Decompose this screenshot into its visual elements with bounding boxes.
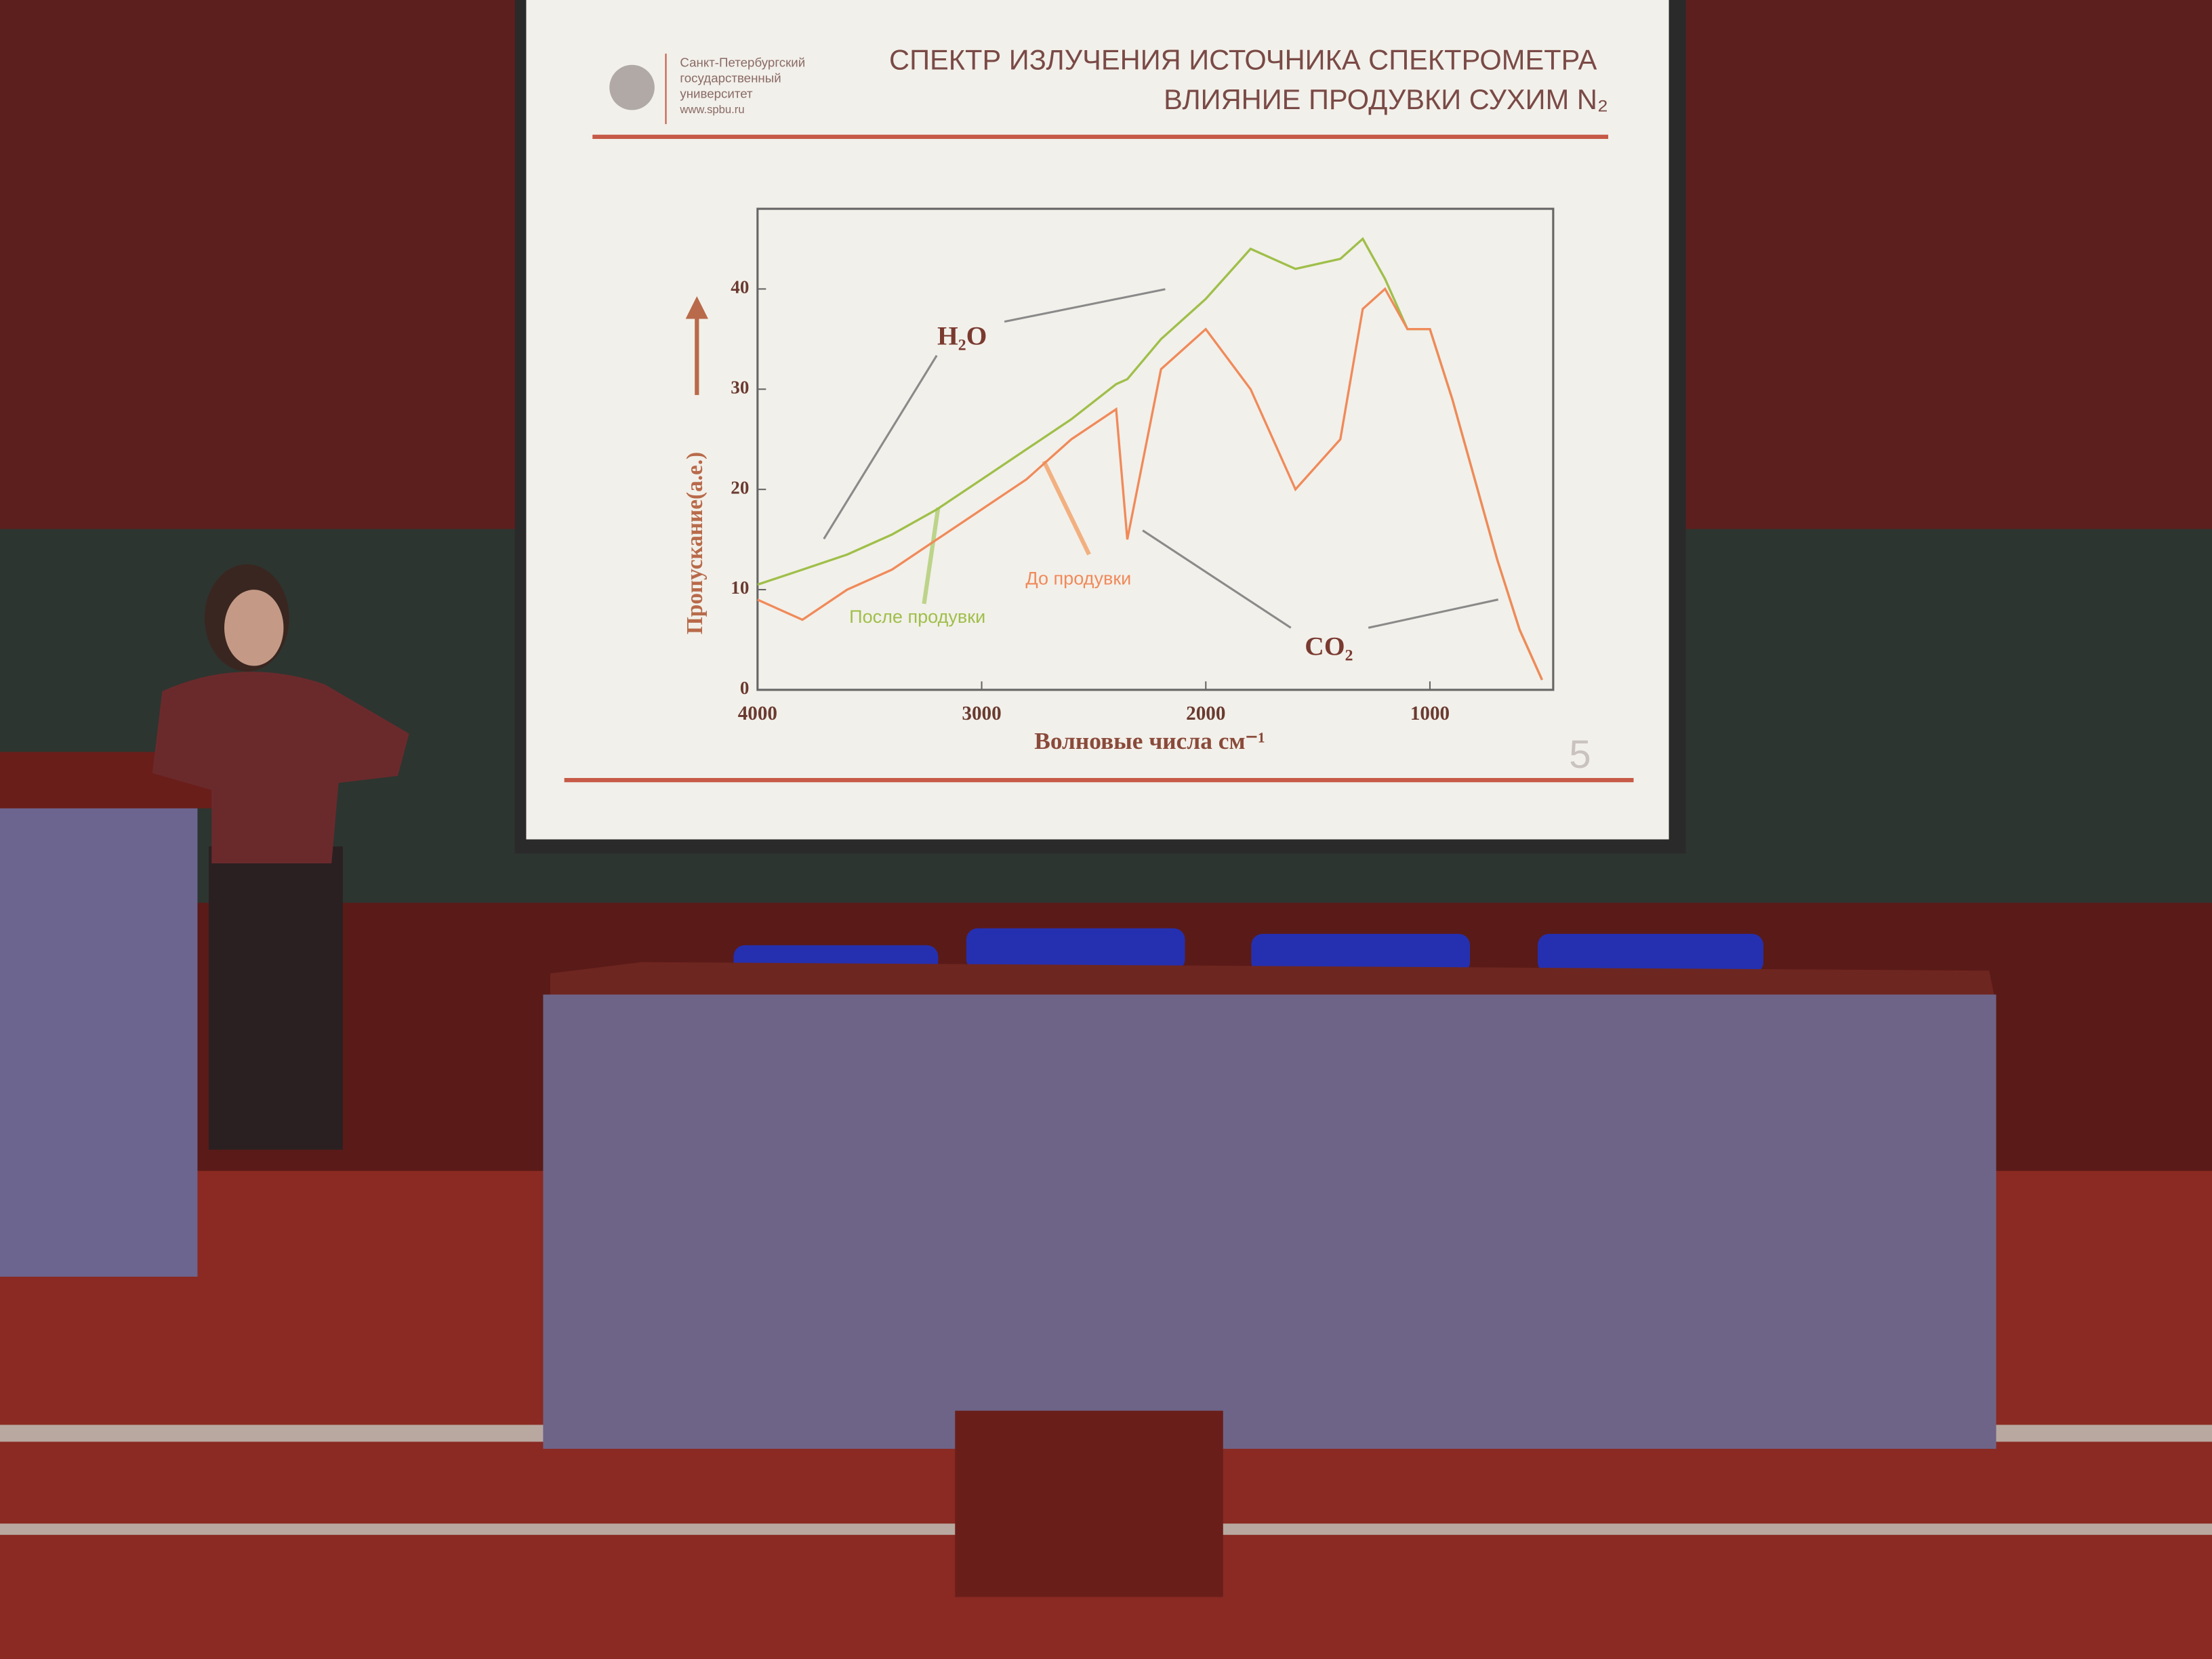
y-tick-label: 0 [740, 678, 750, 698]
legend-arrow [922, 507, 941, 605]
y-tick-label: 30 [731, 377, 749, 397]
logo-text: www.spbu.ru [679, 103, 744, 116]
logo-text: государственный [680, 71, 781, 85]
logo-text: университет [680, 86, 753, 100]
y-tick-label: 10 [731, 577, 749, 598]
arrow [1004, 288, 1166, 323]
y-tick-label: 20 [731, 477, 749, 497]
speaker-face [224, 590, 284, 666]
podium [0, 754, 198, 1277]
box [955, 1410, 1223, 1597]
x-axis-label: Волновые числа см⁻¹ [1034, 727, 1265, 754]
plot-frame [756, 207, 1555, 691]
annotation: H₂O [937, 321, 987, 351]
x-tick-label: 4000 [738, 703, 777, 724]
chair [1251, 934, 1471, 974]
desk-front [543, 994, 1996, 1449]
x-tick-label: 3000 [962, 703, 1001, 724]
axis-arrow-head [685, 296, 708, 319]
slide [526, 0, 1669, 840]
x-tick-label: 1000 [1410, 703, 1450, 724]
chart: Волновые числа см⁻¹ Пропускание(а.е.) H₂… [682, 207, 1555, 754]
series-line [757, 287, 1543, 680]
chair [966, 928, 1185, 971]
legend-arrow [1042, 460, 1091, 556]
arrow [1142, 529, 1292, 629]
y-axis-label: Пропускание(а.е.) [682, 452, 708, 634]
legend-entry: После продувки [849, 607, 985, 627]
annotation-arrows [823, 288, 1499, 629]
annotation: CO₂ [1305, 632, 1353, 661]
slide-number: 5 [1569, 733, 1591, 777]
logo-emblem [609, 64, 655, 110]
x-tick-label: 2000 [1186, 703, 1225, 724]
arrow [1368, 598, 1499, 629]
speaker-legs [209, 846, 343, 1150]
desk-top [550, 962, 1996, 1005]
chair [1537, 934, 1764, 974]
slide-title: ВЛИЯНИЕ ПРОДУВКИ СУХИМ N₂ [1164, 83, 1608, 115]
speaker-body [152, 672, 409, 863]
slide-title: СПЕКТР ИЗЛУЧЕНИЯ ИСТОЧНИКА СПЕКТРОМЕТРА [889, 44, 1597, 76]
logo-text: Санкт-Петербургский [680, 56, 805, 70]
y-tick-label: 40 [731, 277, 749, 298]
legend-entry: До продувки [1025, 569, 1131, 589]
arrow [823, 354, 938, 540]
